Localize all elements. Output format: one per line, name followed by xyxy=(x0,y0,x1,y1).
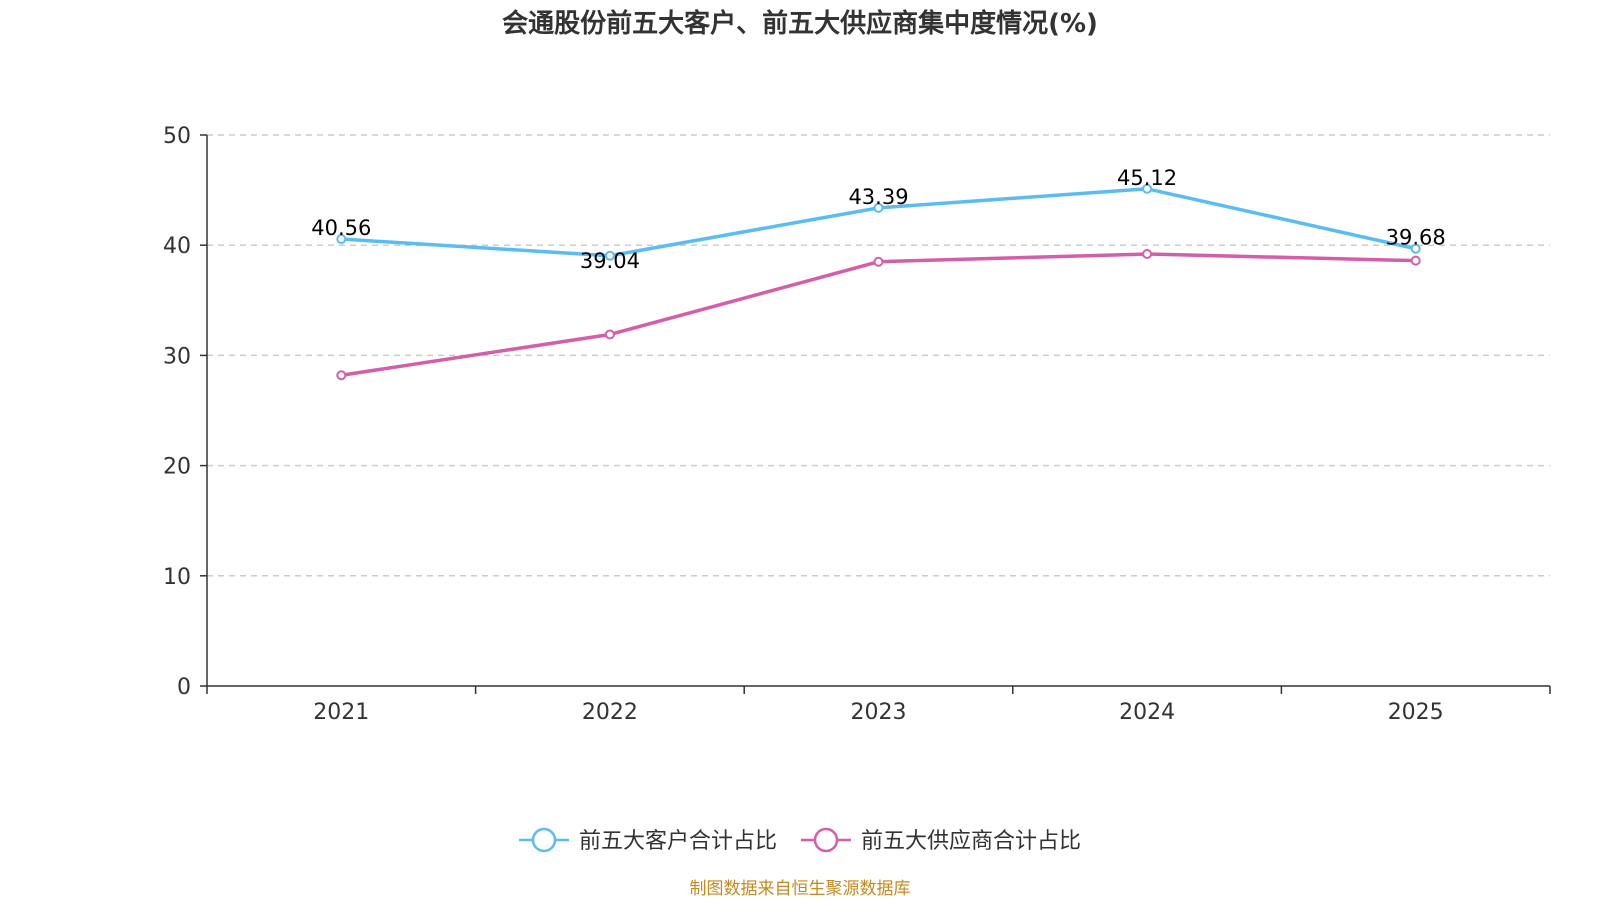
data-label-2025: 39.68 xyxy=(1386,226,1446,250)
data-labels: 40.56 39.04 43.39 45.12 39.68 xyxy=(311,166,1446,273)
data-point-s1-2025[interactable] xyxy=(1410,255,1421,266)
y-tick-label: 20 xyxy=(163,455,191,480)
data-point-s0-2022[interactable] xyxy=(604,250,615,261)
legend-circle-icon xyxy=(531,827,557,853)
legend[interactable]: 前五大客户合计占比 前五大供应商合计占比 xyxy=(519,827,1081,854)
x-tick-label-2025: 2025 xyxy=(1388,700,1444,725)
x-tick-label-2024: 2024 xyxy=(1119,700,1175,725)
series-line-1 xyxy=(339,252,1418,377)
data-point-s1-2024[interactable] xyxy=(1142,249,1153,260)
axes: 0 10 20 30 40 50 2021 2022 2023 2024 2025 xyxy=(163,124,1551,725)
data-point-s1-2023[interactable] xyxy=(873,256,884,267)
data-point-s1-2021[interactable] xyxy=(336,370,347,381)
y-tick-label: 50 xyxy=(163,124,191,149)
data-label-2022: 39.04 xyxy=(580,249,640,273)
x-tick-label-2021: 2021 xyxy=(313,700,369,725)
y-tick-label: 10 xyxy=(163,565,191,590)
legend-circle-icon xyxy=(813,827,839,853)
data-label-2021: 40.56 xyxy=(311,216,371,240)
x-tick-label-2023: 2023 xyxy=(851,700,907,725)
y-tick-label: 0 xyxy=(177,675,191,700)
source-note: 制图数据来自恒生聚源数据库 xyxy=(690,879,911,899)
y-tick-label: 30 xyxy=(163,344,191,369)
y-tick-label: 40 xyxy=(163,234,191,259)
legend-label: 前五大供应商合计占比 xyxy=(861,829,1081,854)
data-label-2023: 43.39 xyxy=(848,185,908,209)
data-point-s0-2025[interactable] xyxy=(1410,243,1421,254)
data-point-s0-2021[interactable] xyxy=(336,234,347,245)
data-point-s1-2022[interactable] xyxy=(604,329,615,340)
data-label-2024: 45.12 xyxy=(1117,166,1177,190)
data-point-s0-2023[interactable] xyxy=(873,202,884,213)
legend-item-0[interactable]: 前五大客户合计占比 xyxy=(519,827,777,854)
data-point-s0-2024[interactable] xyxy=(1142,183,1153,194)
x-tick-label-2022: 2022 xyxy=(582,700,638,725)
chart-title: 会通股份前五大客户、前五大供应商集中度情况(%) xyxy=(502,8,1098,39)
series-layer xyxy=(336,183,1421,381)
legend-label: 前五大客户合计占比 xyxy=(579,829,777,854)
legend-item-1[interactable]: 前五大供应商合计占比 xyxy=(801,827,1081,854)
